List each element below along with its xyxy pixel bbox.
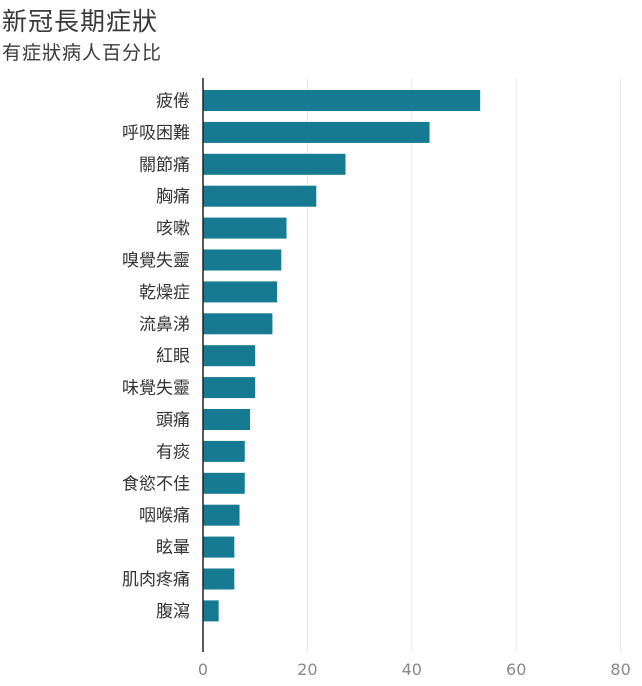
x-tick-label: 0 — [198, 660, 208, 679]
category-label: 呼吸困難 — [122, 123, 190, 143]
x-tick-label: 20 — [297, 660, 317, 679]
category-label: 肌肉疼痛 — [122, 570, 190, 590]
x-tick-label: 40 — [402, 660, 422, 679]
category-label: 紅眼 — [156, 347, 190, 367]
bar — [203, 409, 250, 430]
category-label: 嗅覺失靈 — [122, 251, 190, 271]
category-label: 有痰 — [156, 442, 190, 462]
category-label: 咽喉痛 — [139, 506, 190, 526]
bar — [203, 281, 278, 303]
bar — [203, 217, 287, 239]
category-label: 關節痛 — [139, 155, 190, 175]
category-label: 食慾不佳 — [122, 474, 190, 494]
category-label: 眩暈 — [156, 538, 190, 558]
bar — [203, 185, 317, 207]
chart-title: 新冠長期症狀 — [2, 7, 159, 36]
bar — [203, 536, 235, 558]
bar — [203, 440, 245, 462]
bar — [203, 568, 235, 590]
chart-subtitle: 有症狀病人百分比 — [2, 42, 163, 64]
x-tick-label: 60 — [506, 660, 526, 679]
bar — [203, 600, 219, 622]
category-label: 胸痛 — [156, 187, 190, 207]
category-label: 腹瀉 — [156, 602, 190, 622]
bar — [203, 377, 256, 399]
bar — [203, 472, 245, 494]
bar — [203, 153, 346, 175]
bar — [203, 345, 256, 367]
category-label: 乾燥症 — [139, 283, 190, 303]
category-label: 流鼻涕 — [139, 315, 190, 335]
bar — [203, 90, 481, 111]
x-tick-label: 80 — [610, 660, 630, 679]
bar — [203, 249, 282, 271]
category-label: 咳嗽 — [156, 219, 190, 239]
category-label: 味覺失靈 — [122, 379, 190, 399]
category-label: 頭痛 — [156, 411, 190, 431]
bar — [203, 504, 240, 526]
category-label: 疲倦 — [156, 92, 190, 112]
bar — [203, 313, 273, 335]
bar — [203, 121, 430, 143]
